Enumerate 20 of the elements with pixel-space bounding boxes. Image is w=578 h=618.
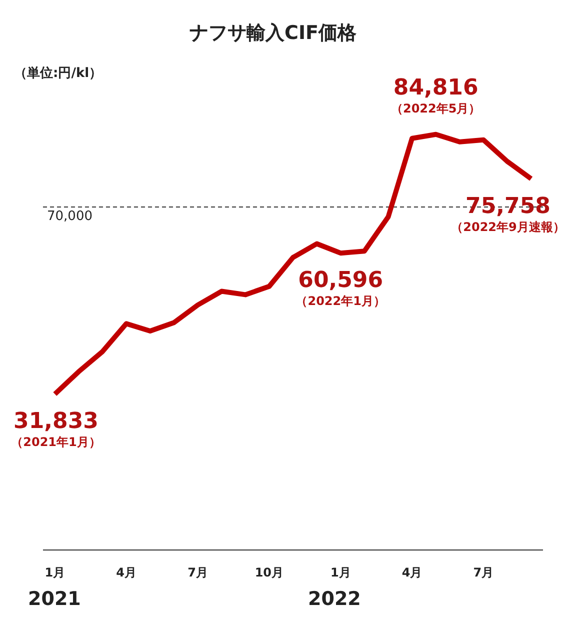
x-tick-label: 1月 <box>44 566 66 580</box>
x-tick-label: 10月 <box>254 566 284 580</box>
annotation: （2022年1月） <box>296 294 386 308</box>
text: （2021年1月） <box>11 435 101 450</box>
data-label: 31,833 <box>14 409 98 434</box>
annotation: （2022年9月速報） <box>451 220 565 234</box>
data-label: 75,758 <box>466 194 550 219</box>
text: 2022 <box>308 588 361 610</box>
text: （単位:円/kl） <box>14 65 102 82</box>
data-label: 60,596 <box>298 268 384 294</box>
data-label: 84,816 <box>393 75 478 100</box>
text: （2022年5月） <box>390 101 481 116</box>
x-tick-label: 1月 <box>330 566 351 580</box>
x-tick-label: 7月 <box>188 566 208 580</box>
x-tick-label: 4月 <box>402 566 422 580</box>
x-tick-label: 4月 <box>116 566 137 580</box>
x-tick-label: 7月 <box>473 566 494 580</box>
text: 2021 <box>28 588 81 610</box>
ref-line-label: 70,000 <box>47 209 92 224</box>
chart-title: ナフサ輸入CIF価格 <box>188 21 358 46</box>
